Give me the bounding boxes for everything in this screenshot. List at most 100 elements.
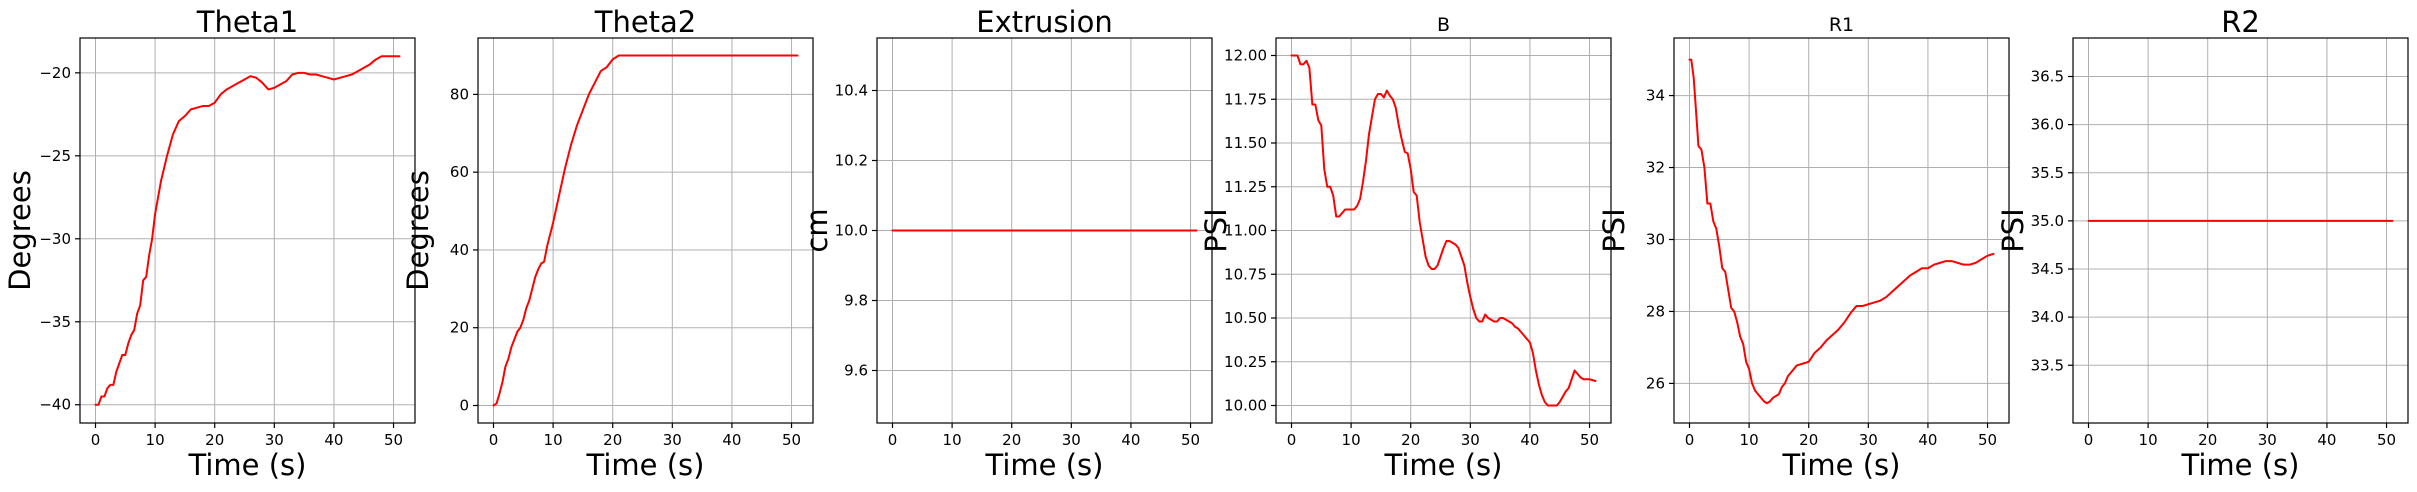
y-tick-label: −25 [39,147,71,165]
y-tick-label: 34.0 [2031,308,2064,326]
x-tick-label: 50 [782,431,801,449]
y-tick-label: 10.0 [835,222,868,240]
y-tick-label: 80 [450,85,469,103]
y-tick-label: 34 [1646,87,1665,105]
y-tick-label: 10.50 [1224,309,1267,327]
x-tick-label: 20 [1401,431,1420,449]
x-tick-label: 20 [1002,431,1021,449]
x-axis-label: Time (s) [1384,448,1503,482]
chart-title: Theta1 [196,5,299,39]
y-tick-label: −20 [39,64,71,82]
plot-frame [79,37,416,424]
x-tick-label: 10 [2139,431,2158,449]
x-tick-label: 10 [1740,431,1759,449]
x-tick-label: 40 [1121,431,1140,449]
y-tick-label: 10.00 [1224,397,1267,415]
x-tick-label: 0 [489,431,499,449]
chart-panel-6: 0 10 20 30 40 50 33.5 34.0 34.5 35.0 35.5 36.0 36.5 R… [1996,5,2409,482]
y-tick-label: 11.75 [1224,90,1267,108]
x-tick-label: 30 [2258,431,2277,449]
x-tick-label: 40 [2317,431,2336,449]
y-tick-label: 32 [1646,159,1665,177]
y-tick-label: 11.25 [1224,178,1267,196]
plot-frame [2072,37,2409,424]
x-tick-label: 10 [943,431,962,449]
y-tick-label: 30 [1646,230,1665,248]
x-tick-label: 40 [1918,431,1937,449]
y-tick-label: −40 [39,396,71,414]
y-tick-label: −35 [39,313,71,331]
chart-panel-2: 0 10 20 30 40 50 0 20 40 60 80 Theta2 Time (s) Degree… [401,5,814,482]
chart-panel-3: 0 10 20 30 40 50 9.6 9.8 10.0 10.2 10.4 Extrusion Ti… [800,5,1213,482]
x-tick-label: 10 [1342,431,1361,449]
series-line-1 [94,55,401,406]
y-axis-label: PSI [1996,208,2030,252]
x-tick-label: 50 [2377,431,2396,449]
x-axis-label: Time (s) [2181,448,2300,482]
plot-frame [1673,37,2010,424]
y-tick-label: 9.6 [844,362,868,380]
y-tick-label: 11.50 [1224,134,1267,152]
series-line-1 [1688,58,1995,405]
chart-title: B [1437,14,1450,36]
x-tick-label: 30 [663,431,682,449]
y-tick-label: 60 [450,163,469,181]
x-tick-label: 0 [2084,431,2094,449]
y-tick-label: 11.00 [1224,222,1267,240]
y-tick-label: 33.5 [2031,356,2064,374]
series-line-1 [492,54,799,407]
y-tick-label: 10.25 [1224,353,1267,371]
x-tick-label: 30 [1859,431,1878,449]
chart-title: R2 [2221,5,2260,39]
x-tick-label: 20 [205,431,224,449]
chart-title: R1 [1829,14,1854,36]
plot-frame [477,37,814,424]
y-tick-label: 12.00 [1224,47,1267,65]
y-tick-label: −30 [39,230,71,248]
x-axis-label: Time (s) [1782,448,1901,482]
y-tick-label: 35.5 [2031,164,2064,182]
chart-title: Extrusion [976,5,1112,39]
y-tick-label: 34.5 [2031,260,2064,278]
y-axis-label: Degrees [401,170,435,291]
y-axis-label: Degrees [3,170,37,291]
y-tick-label: 10.4 [835,82,868,100]
x-tick-label: 0 [1685,431,1695,449]
chart-title: Theta2 [594,5,697,39]
y-tick-label: 40 [450,241,469,259]
x-tick-label: 50 [384,431,403,449]
x-tick-label: 10 [146,431,165,449]
y-tick-label: 36.0 [2031,116,2064,134]
y-axis-label: cm [800,208,834,252]
series-line-1 [1290,54,1597,407]
x-tick-label: 40 [722,431,741,449]
x-tick-label: 20 [2198,431,2217,449]
y-tick-label: 36.5 [2031,68,2064,86]
chart-panel-1: 0 10 20 30 40 50 −40 −35 −30 −25 −20 Theta1 Time (s)… [3,5,416,482]
x-tick-label: 0 [888,431,898,449]
y-tick-label: 20 [450,319,469,337]
x-tick-label: 30 [1461,431,1480,449]
x-tick-label: 30 [1062,431,1081,449]
x-axis-label: Time (s) [586,448,705,482]
x-tick-label: 0 [1287,431,1297,449]
x-tick-label: 50 [1181,431,1200,449]
x-tick-label: 30 [265,431,284,449]
y-tick-label: 9.8 [844,292,868,310]
y-axis-label: PSI [1199,208,1233,252]
x-tick-label: 20 [1799,431,1818,449]
x-tick-label: 40 [1520,431,1539,449]
y-tick-label: 26 [1646,374,1665,392]
x-axis-label: Time (s) [985,448,1104,482]
chart-panel-4: 0 10 20 30 40 50 10.00 10.25 10.50 10.75 11.00 11.2… [1199,14,1612,482]
x-tick-label: 40 [324,431,343,449]
y-tick-label: 10.75 [1224,265,1267,283]
y-tick-label: 35.0 [2031,212,2064,230]
x-tick-label: 20 [603,431,622,449]
y-tick-label: 0 [459,397,469,415]
x-tick-label: 50 [1580,431,1599,449]
chart-panel-5: 0 10 20 30 40 50 26 28 30 32 34 R1 Time (s) PSI [1597,14,2010,482]
x-tick-label: 10 [544,431,563,449]
x-tick-label: 50 [1978,431,1997,449]
